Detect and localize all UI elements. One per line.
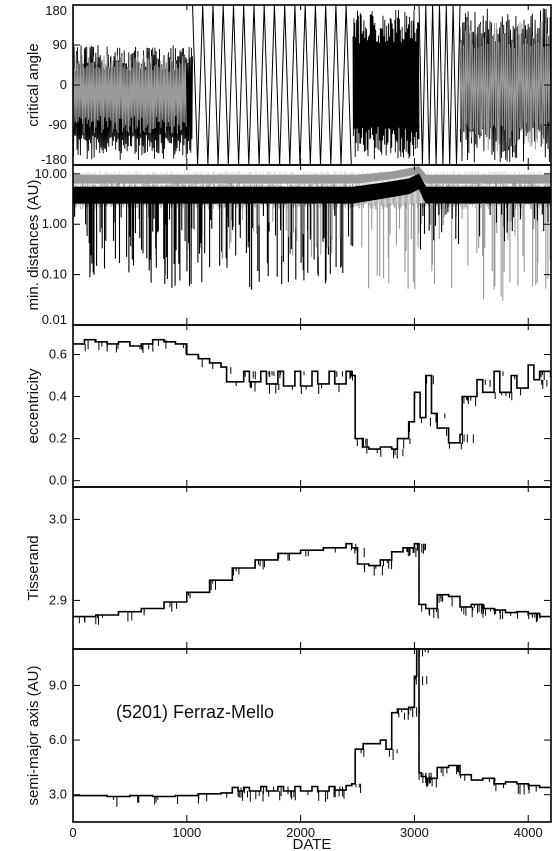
- y-tick-label-semi-major-axis-1: 6.0: [49, 732, 67, 747]
- y-tick-label-eccentricity-2: 0.4: [49, 389, 67, 404]
- y-tick-label-critical-angle-4: 180: [45, 3, 67, 18]
- y-tick-label-eccentricity-1: 0.2: [49, 431, 67, 446]
- panel-eccentricity: 0.0 0.2 0.4 0.6 eccentricity: [25, 324, 552, 488]
- plot-area-eccentricity: [73, 338, 551, 459]
- x-axis-label: DATE: [293, 836, 332, 851]
- series-critical-angle-1-segment-0: [73, 54, 187, 134]
- panel-semi-major-axis: 3.0 6.0 9.0 semi-major axis (AU): [25, 648, 552, 823]
- frame-semi-major-axis: [72, 648, 552, 823]
- series-min-distances-2-spikes: [73, 203, 354, 290]
- y-tick-label-min-distances-1: 0.10: [42, 267, 67, 282]
- x-tick-label-0: 0: [69, 825, 76, 840]
- x-axis: 0 1000 2000 3000 4000 DATE: [69, 825, 542, 851]
- y-tick-label-tisserand-0: 2.9: [49, 592, 67, 607]
- y-tick-label-tisserand-1: 3.0: [49, 511, 67, 526]
- y-axis-label-semi-major-axis: semi-major axis (AU): [25, 665, 42, 805]
- plot-area-min-distances: [73, 166, 551, 301]
- x-tick-label-1: 1000: [172, 825, 201, 840]
- series-critical-angle-1-segment-1: [459, 21, 551, 151]
- panel-tisserand: 2.9 3.0 Tisserand: [25, 486, 552, 650]
- series-min-distances-6-spikes: [419, 203, 549, 250]
- frame-eccentricity: [72, 324, 552, 488]
- y-tick-label-semi-major-axis-2: 9.0: [49, 677, 67, 692]
- series-min-distances-4-spikes: [361, 203, 420, 290]
- x-tick-label-3: 3000: [400, 825, 429, 840]
- y-tick-label-eccentricity-3: 0.6: [49, 346, 67, 361]
- x-tick-label-4: 4000: [514, 825, 543, 840]
- panel-critical-angle: -180 -90 0 90 180 critical angle: [25, 3, 552, 167]
- y-tick-label-min-distances-3: 10.00: [34, 166, 67, 181]
- y-tick-label-critical-angle-0: -180: [41, 152, 67, 167]
- y-axis-label-tisserand: Tisserand: [25, 535, 42, 600]
- y-tick-label-min-distances-0: 0.01: [42, 312, 67, 327]
- series-tisserand-0-jitter: [78, 543, 551, 625]
- series-min-distances-0-texture: [73, 171, 551, 190]
- frame-tisserand: [72, 486, 552, 650]
- plot-area-critical-angle: [73, 5, 551, 165]
- y-tick-label-critical-angle-1: -90: [48, 117, 67, 132]
- annotation-label: (5201) Ferraz-Mello: [116, 702, 274, 722]
- panels-layer: -180 -90 0 90 180 critical angle 0.01 0.10 1.00 1…: [25, 3, 552, 823]
- y-axis-label-critical-angle: critical angle: [25, 43, 42, 126]
- series-critical-angle-2-segment-0: [192, 5, 352, 165]
- y-tick-label-critical-angle-3: 90: [53, 37, 67, 52]
- y-tick-label-min-distances-2: 1.00: [42, 216, 67, 231]
- y-axis-label-eccentricity: eccentricity: [25, 368, 42, 444]
- series-min-distances-1-texture: [73, 183, 551, 210]
- y-tick-label-critical-angle-2: 0: [60, 77, 67, 92]
- series-critical-angle-0-segment-0: [73, 45, 193, 161]
- x-tick-label-2: 2000: [286, 825, 315, 840]
- series-critical-angle-2-segment-1: [418, 5, 461, 165]
- series-semi-major-axis-0-jitter: [112, 649, 537, 807]
- y-axis-label-min-distances: min. distances (AU): [25, 180, 42, 311]
- series-eccentricity-0-jitter: [84, 339, 551, 459]
- plot-area-tisserand: [73, 542, 551, 625]
- y-tick-label-eccentricity-0: 0.0: [49, 473, 67, 488]
- series-min-distances-3-spikes: [222, 203, 341, 259]
- y-tick-label-semi-major-axis-0: 3.0: [49, 787, 67, 802]
- series-critical-angle-0-segment-1: [352, 9, 420, 160]
- series-semi-major-axis-0-line: [73, 649, 551, 798]
- plot-area-semi-major-axis: [73, 649, 551, 807]
- series-min-distances-5-spikes: [420, 203, 551, 301]
- series-eccentricity-0-line: [73, 338, 551, 450]
